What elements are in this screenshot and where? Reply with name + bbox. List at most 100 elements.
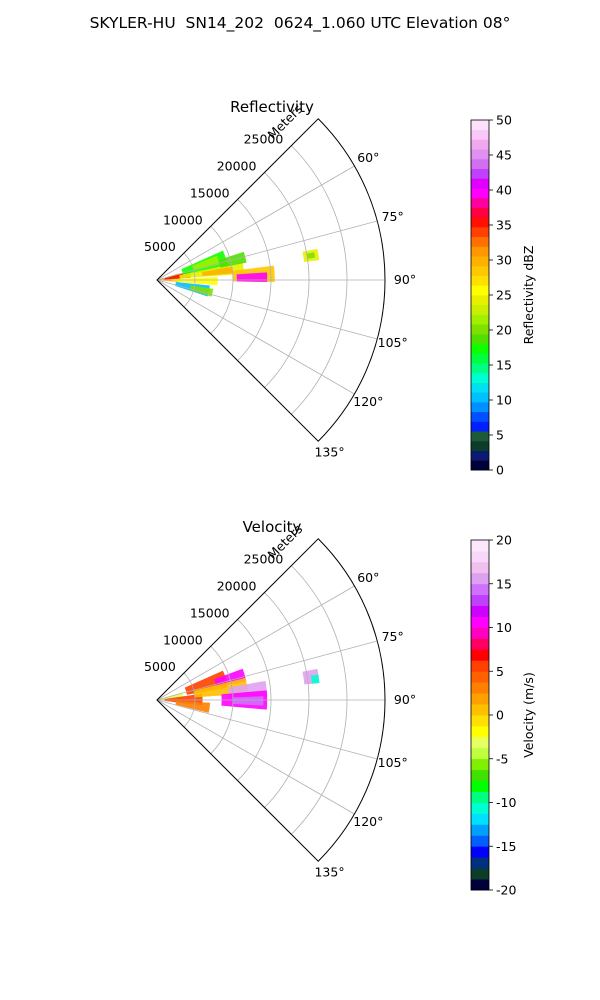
colorbar-tick-label: 40 (496, 183, 512, 198)
colorbar-label: Velocity (m/s) (521, 672, 536, 758)
colorbar-swatch (471, 149, 489, 160)
colorbar-swatch (471, 572, 489, 585)
colorbar-tick-label: 20 (496, 323, 512, 338)
colorbar-swatch (471, 295, 489, 306)
colorbar-swatch (471, 421, 489, 432)
colorbar-swatch (471, 780, 489, 792)
colorbar-tick-label: 0 (496, 463, 504, 478)
colorbar-swatch (471, 540, 489, 552)
colorbar-swatch (471, 813, 489, 825)
colorbar-swatch (471, 791, 489, 803)
panel-title: Reflectivity (230, 98, 314, 116)
colorbar-tick-label: -15 (496, 839, 516, 854)
range-tick-label: 20000 (217, 159, 257, 174)
colorbar-swatch (471, 226, 489, 238)
colorbar-swatch (471, 660, 489, 672)
colorbar-tick-label: 10 (496, 393, 512, 408)
echo-region (175, 700, 211, 713)
colorbar-swatch (471, 265, 489, 276)
azimuth-tick-label: 135° (314, 445, 344, 460)
colorbar-swatch (471, 550, 489, 563)
colorbar-swatch (471, 158, 489, 170)
colorbar-swatch (471, 285, 489, 296)
colorbar: -20 -15 -10 -5 0 5 10 15 20 Velocity (m/s) (470, 533, 536, 898)
colorbar-swatch (471, 411, 489, 422)
colorbar-tick-label: 30 (496, 253, 512, 268)
colorbar-swatch (471, 868, 489, 880)
colorbar-swatch (471, 802, 489, 814)
azimuth-gridline (156, 640, 378, 701)
colorbar-swatch (471, 671, 489, 683)
azimuth-tick-label: 90° (394, 692, 416, 707)
azimuth-tick-label: 60° (357, 570, 379, 585)
azimuth-gridline (156, 165, 355, 281)
colorbar-swatch (471, 431, 489, 442)
colorbar-swatch (471, 197, 489, 208)
colorbar-swatch (471, 236, 489, 247)
polar-panel-1: Velocity500010000150002000025000Meters60… (144, 518, 536, 898)
colorbar-swatch (471, 627, 489, 639)
colorbar-swatch (471, 382, 489, 393)
colorbar-tick-label: 0 (496, 708, 504, 723)
polar-panel-0: Reflectivity500010000150002000025000Mete… (144, 98, 536, 478)
colorbar-swatch (471, 583, 489, 596)
colorbar-swatch (471, 353, 489, 364)
range-tick-label: 15000 (190, 185, 230, 200)
colorbar-swatch (471, 304, 489, 315)
azimuth-gridline (156, 220, 378, 281)
azimuth-gridline (156, 279, 355, 395)
colorbar-swatch (471, 372, 489, 383)
colorbar-tick-label: 5 (496, 428, 504, 443)
colorbar-swatch (471, 715, 489, 727)
azimuth-gridline (156, 699, 355, 815)
range-tick-label: 5000 (144, 239, 176, 254)
colorbar-swatch (471, 725, 489, 738)
colorbar-tick-label: 35 (496, 218, 512, 233)
colorbar-swatch (471, 440, 489, 451)
colorbar-tick-label: -10 (496, 795, 516, 810)
echo-region (192, 255, 220, 271)
panel-title: Velocity (243, 518, 302, 536)
colorbar-swatch (471, 314, 489, 325)
colorbar-swatch (471, 333, 489, 345)
colorbar-swatch (471, 139, 489, 150)
colorbar-swatch (471, 207, 489, 218)
azimuth-tick-label: 60° (357, 150, 379, 165)
azimuth-tick-label: 120° (353, 394, 383, 409)
colorbar-swatch (471, 392, 489, 403)
azimuth-tick-label: 75° (382, 209, 404, 224)
colorbar-swatch (471, 343, 489, 354)
colorbar-swatch (471, 188, 489, 199)
colorbar-swatch (471, 275, 489, 286)
colorbar-swatch (471, 747, 489, 760)
colorbar-tick-label: 50 (496, 113, 512, 128)
colorbar-swatch (471, 879, 489, 891)
colorbar-swatch (471, 363, 489, 374)
colorbar: 0 5 10 15 20 25 30 35 40 45 50 Reflectivity dBZ (470, 113, 536, 478)
colorbar-swatch (471, 693, 489, 705)
colorbar-swatch (471, 824, 489, 836)
echo-region (306, 252, 316, 259)
colorbar-tick-label: -20 (496, 883, 516, 898)
azimuth-tick-label: 120° (353, 814, 383, 829)
azimuth-gridline (156, 699, 378, 760)
colorbar-swatch (471, 616, 489, 628)
range-tick-label: 5000 (144, 659, 176, 674)
colorbar-tick-label: 45 (496, 148, 512, 163)
colorbar-tick-label: 15 (496, 358, 512, 373)
colorbar-swatch (471, 758, 489, 771)
colorbar-swatch (471, 401, 489, 413)
azimuth-gridline (156, 279, 378, 340)
colorbar-swatch (471, 769, 489, 782)
azimuth-tick-label: 75° (382, 629, 404, 644)
colorbar-swatch (471, 324, 489, 335)
colorbar-swatch (471, 120, 489, 131)
colorbar-tick-label: 15 (496, 576, 512, 591)
colorbar-swatch (471, 256, 489, 267)
colorbar-swatch (471, 649, 489, 661)
colorbar-tick-label: 5 (496, 664, 504, 679)
colorbar-swatch (471, 217, 489, 228)
colorbar-swatch (471, 460, 489, 471)
colorbar-swatch (471, 168, 489, 179)
